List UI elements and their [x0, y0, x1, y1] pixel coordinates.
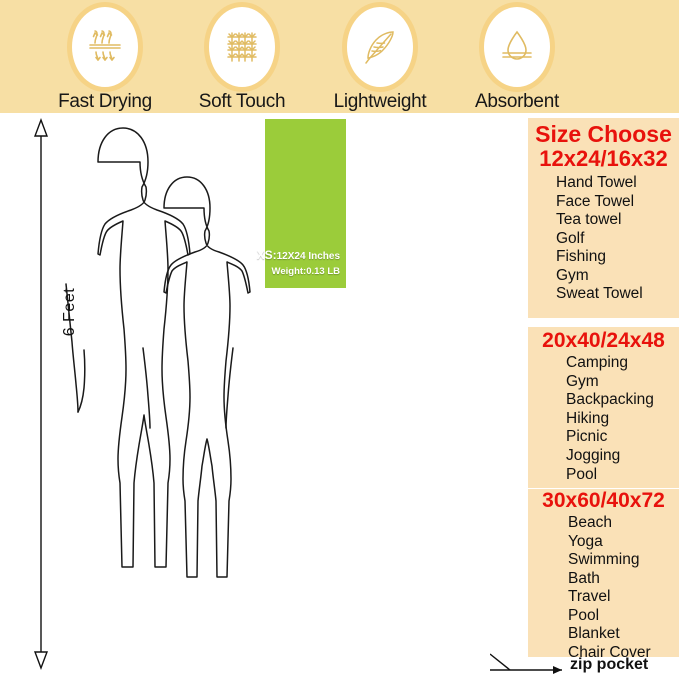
info-panel-medium: 20x40/24x48 Camping Gym Backpacking Hiki…: [528, 327, 679, 488]
silhouette-short-arm-right: [225, 347, 234, 429]
list-item: Face Towel: [556, 192, 635, 210]
fast-drying-icon: [72, 7, 138, 87]
lightweight-feather-icon: [347, 7, 413, 87]
info-panel-large: 30x60/40x72 Beach Yoga Swimming Bath Tra…: [528, 489, 679, 661]
list-item: Blanket: [568, 625, 620, 642]
two-human-silhouettes: [58, 118, 268, 673]
panel-use-list: Beach Yoga Swimming Bath Travel Pool Bla…: [568, 514, 679, 662]
info-panel-small: Size Choose 12x24/16x32 Hand Towel Face …: [528, 118, 679, 318]
silhouette-tall: [97, 127, 191, 568]
size-block-xs[interactable]: XS:12X24 Inches Weight:0.13 LB: [257, 119, 346, 288]
feature-absorbent: Absorbent: [437, 0, 597, 113]
list-item: Tea towel: [556, 211, 622, 228]
size-block-dims: L: 24x48 Inches: [351, 414, 456, 430]
list-item: Chair Cover: [568, 643, 651, 661]
list-item: Camping: [566, 354, 629, 371]
size-block-weight: Weight:0.61 LB: [401, 545, 481, 557]
silhouette-short-arm-left: [142, 347, 151, 429]
feature-lightweight: Lightweight: [300, 0, 460, 113]
list-item: Pool: [568, 606, 600, 624]
zip-pocket-callout: zip pocket: [490, 650, 679, 684]
size-block-weight: Weight:0.20 LB: [294, 326, 367, 337]
size-block-weight: Weight:0.28 LB: [318, 381, 394, 393]
feature-fast-drying: Fast Drying: [25, 0, 185, 113]
feature-label: Soft Touch: [198, 91, 286, 112]
size-block-dims-text: 12X24 Inches: [276, 251, 340, 262]
size-block-weight: Weight:0.40LB: [383, 436, 456, 448]
zip-pocket-label: zip pocket: [570, 656, 649, 673]
panel-size-range: 30x60/40x72: [542, 489, 665, 512]
absorbent-droplet-icon: [484, 7, 550, 87]
panel-use-list: Hand Towel Face Towel Tea towel Golf Fis…: [556, 174, 679, 304]
size-block-dims: M:20x40 Inches: [294, 361, 394, 376]
list-item: Jogging: [566, 446, 621, 464]
list-item: Fishing: [556, 248, 606, 265]
soft-touch-icon: [209, 7, 275, 87]
feature-soft-touch: Soft Touch: [162, 0, 322, 113]
panel-title: Size Choose: [535, 121, 672, 147]
size-block-prefix: XS:: [256, 248, 277, 262]
feature-label: Absorbent: [475, 91, 559, 112]
list-item: Beach: [568, 514, 612, 531]
scale-arrow-down: [33, 651, 49, 670]
list-item: Travel: [568, 588, 611, 605]
size-block-dims: XL:30X60 Inches: [365, 523, 481, 539]
list-item: Gym: [566, 372, 599, 390]
list-item: Golf: [556, 229, 585, 247]
size-block-dims: S:16x32 Inches: [276, 307, 367, 321]
height-scale: 6 Feet: [28, 118, 78, 670]
feature-label: Lightweight: [333, 91, 427, 112]
list-item: Picnic: [566, 428, 608, 446]
height-scale-label: 6 Feet: [61, 287, 78, 337]
panel-size-range: 12x24/16x32: [539, 146, 668, 171]
size-block-dims: XS:12X24 Inches: [257, 248, 340, 262]
feature-banner: Fast Drying Soft Touch Lightweight: [0, 0, 679, 113]
list-item: Backpacking: [566, 391, 654, 409]
list-item: Hand Towel: [556, 174, 637, 191]
size-block-weight: Weight:0.13 LB: [271, 266, 340, 277]
feature-label: Fast Drying: [58, 91, 152, 112]
silhouette-tall-arm: [65, 283, 79, 413]
silhouette-short: [163, 176, 251, 578]
panel-size-range: 20x40/24x48: [542, 329, 665, 352]
scale-arrow-up: [33, 118, 49, 137]
silhouette-tall-arm-inner: [77, 349, 86, 413]
panel-use-list: Camping Gym Backpacking Hiking Picnic Jo…: [566, 354, 679, 484]
arrow-head: [553, 666, 562, 674]
list-item: Pool: [566, 465, 598, 483]
list-item: Bath: [568, 569, 600, 587]
list-item: Swimming: [568, 551, 640, 568]
list-item: Sweat Towel: [556, 285, 643, 302]
list-item: Yoga: [568, 532, 603, 550]
list-item: Hiking: [566, 409, 610, 427]
list-item: Gym: [556, 266, 589, 284]
callout-leader-line: [490, 653, 511, 671]
